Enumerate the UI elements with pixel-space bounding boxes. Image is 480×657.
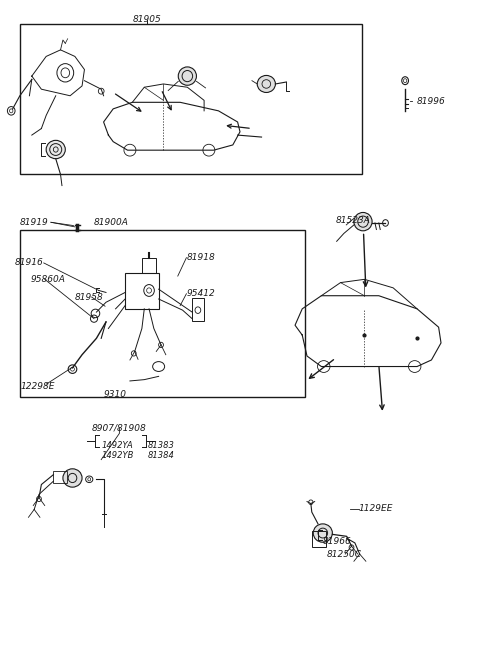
Bar (312, 531, 326, 547)
Ellipse shape (46, 141, 65, 159)
Ellipse shape (354, 212, 372, 231)
Bar (192, 298, 204, 321)
Bar (20, 230, 305, 397)
Text: 1492YB: 1492YB (101, 451, 133, 459)
Bar (53, 472, 67, 484)
Ellipse shape (257, 76, 276, 93)
Bar (142, 258, 156, 273)
Text: 81905: 81905 (132, 14, 161, 24)
Text: 81958: 81958 (75, 292, 104, 302)
Text: 8907/81908: 8907/81908 (92, 424, 147, 433)
Text: 81918: 81918 (186, 253, 215, 262)
Text: 81383: 81383 (148, 441, 175, 449)
Text: 81916: 81916 (15, 258, 44, 267)
Text: 12298E: 12298E (21, 382, 55, 391)
Text: 95412: 95412 (186, 289, 215, 298)
Text: 1129EE: 1129EE (359, 505, 393, 513)
Text: 95860A: 95860A (30, 275, 65, 284)
Text: 1492YA: 1492YA (101, 441, 133, 449)
Ellipse shape (63, 469, 82, 487)
Bar (125, 273, 158, 309)
Text: 81996: 81996 (417, 97, 446, 106)
Text: 81384: 81384 (148, 451, 175, 459)
Text: 81523A: 81523A (336, 215, 371, 225)
Text: 81919: 81919 (20, 217, 48, 227)
Ellipse shape (313, 524, 332, 542)
Ellipse shape (178, 67, 196, 85)
Text: 9310: 9310 (104, 390, 127, 399)
Text: 81966: 81966 (323, 537, 351, 546)
Text: 81250C: 81250C (327, 550, 362, 559)
Bar (20, 24, 362, 174)
Text: 81900A: 81900A (94, 217, 129, 227)
